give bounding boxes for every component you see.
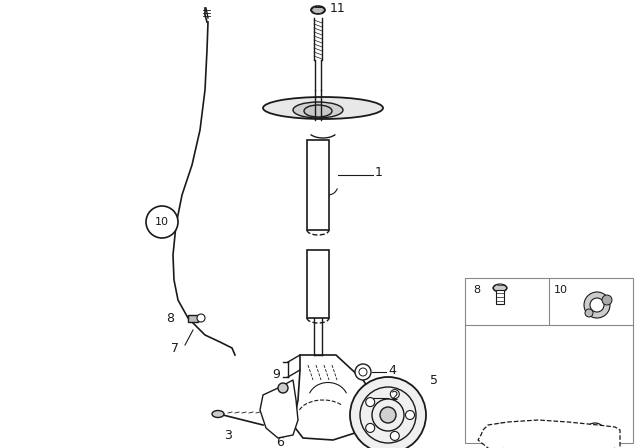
Bar bbox=[307, 140, 329, 230]
Ellipse shape bbox=[311, 6, 325, 14]
Circle shape bbox=[146, 206, 178, 238]
Ellipse shape bbox=[493, 284, 507, 292]
Text: 4: 4 bbox=[388, 363, 396, 376]
Circle shape bbox=[520, 427, 536, 443]
Ellipse shape bbox=[263, 97, 383, 119]
Circle shape bbox=[590, 298, 604, 312]
Bar bbox=[496, 290, 504, 304]
Circle shape bbox=[365, 423, 374, 432]
Ellipse shape bbox=[304, 105, 332, 117]
Circle shape bbox=[278, 383, 288, 393]
Text: 2C003584: 2C003584 bbox=[524, 438, 574, 448]
Circle shape bbox=[359, 368, 367, 376]
Text: 5: 5 bbox=[430, 374, 438, 387]
Bar bbox=[188, 315, 198, 322]
Circle shape bbox=[365, 397, 374, 407]
Text: 8: 8 bbox=[166, 311, 174, 324]
Circle shape bbox=[585, 309, 593, 317]
Bar bbox=[307, 250, 329, 318]
Text: 6: 6 bbox=[276, 435, 284, 448]
Polygon shape bbox=[478, 420, 620, 448]
Text: 10: 10 bbox=[155, 217, 169, 227]
Circle shape bbox=[584, 292, 610, 318]
Text: 11: 11 bbox=[330, 1, 346, 14]
Circle shape bbox=[355, 364, 371, 380]
Text: 10: 10 bbox=[554, 285, 568, 295]
Polygon shape bbox=[260, 380, 298, 438]
Circle shape bbox=[390, 390, 399, 399]
Text: 3: 3 bbox=[224, 428, 232, 441]
Text: 8: 8 bbox=[474, 285, 481, 295]
Bar bbox=[465, 278, 633, 443]
Ellipse shape bbox=[212, 410, 224, 418]
Circle shape bbox=[390, 431, 399, 440]
Text: 1: 1 bbox=[375, 165, 383, 178]
Polygon shape bbox=[293, 355, 373, 440]
Text: 9: 9 bbox=[272, 369, 280, 382]
Circle shape bbox=[197, 314, 205, 322]
Circle shape bbox=[602, 295, 612, 305]
Circle shape bbox=[380, 407, 396, 423]
Ellipse shape bbox=[293, 102, 343, 118]
Circle shape bbox=[406, 410, 415, 419]
Text: 7: 7 bbox=[171, 341, 179, 354]
Circle shape bbox=[350, 377, 426, 448]
Text: 2: 2 bbox=[390, 389, 398, 402]
